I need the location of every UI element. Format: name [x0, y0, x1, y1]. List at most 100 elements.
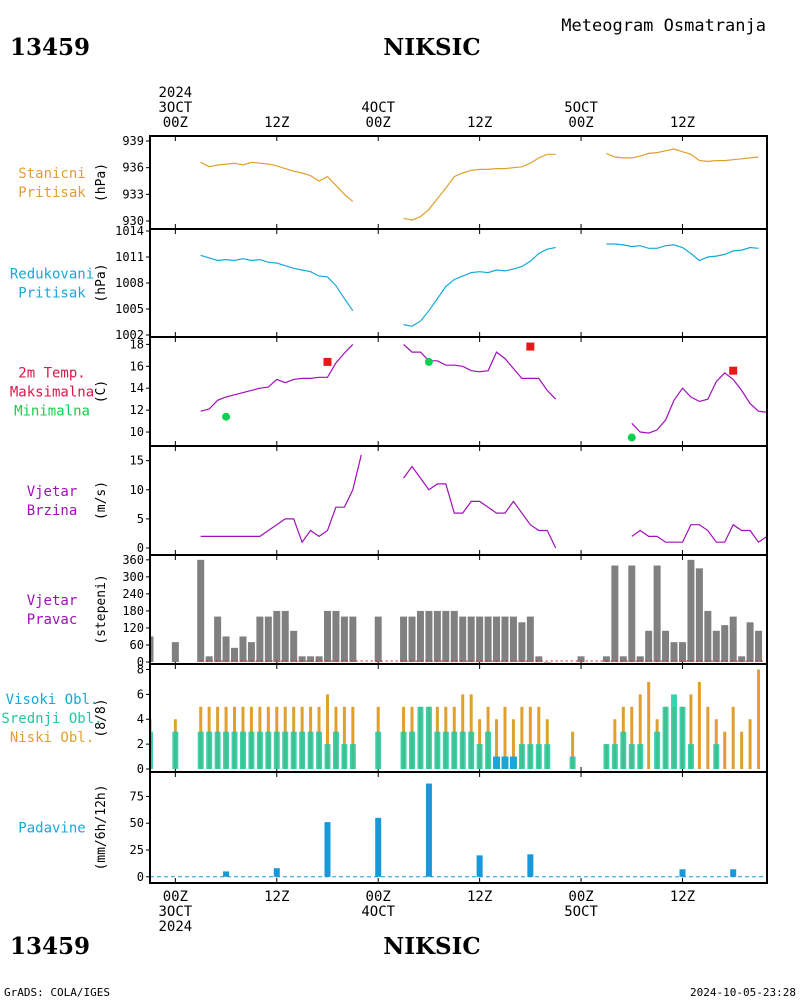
mid-cloud-bar [679, 706, 686, 769]
time-label-top: 2024 [158, 85, 192, 101]
max-temp-marker [729, 366, 738, 375]
data-bar [543, 662, 551, 663]
y-tick-label: 120 [122, 621, 144, 635]
data-bar [687, 559, 695, 662]
data-bar [712, 630, 720, 662]
y-tick-label: 936 [122, 161, 144, 175]
time-label-bottom: 4OCT [361, 904, 395, 920]
time-label-top: 12Z [264, 115, 289, 131]
data-bar [374, 616, 382, 662]
low-cloud-bar [748, 719, 752, 769]
panel-label: 2m Temp. [18, 366, 85, 382]
data-bar [501, 616, 509, 662]
data-bar [602, 656, 610, 662]
mid-cloud-bar [172, 731, 179, 769]
data-bar [273, 868, 280, 877]
panel-precipitation [146, 771, 768, 884]
high-cloud-bar [501, 756, 509, 769]
mid-cloud-bar [214, 731, 221, 769]
mid-cloud-bar [341, 744, 348, 769]
data-bar [298, 656, 306, 662]
series-line [403, 465, 557, 549]
time-label-top: 00Z [568, 115, 593, 131]
series-line [200, 254, 354, 312]
low-cloud-bar [520, 706, 524, 769]
data-bar [509, 616, 517, 662]
mid-cloud-bar [687, 744, 694, 769]
panel-clouds [146, 663, 768, 773]
y-tick-label: 6 [137, 687, 144, 701]
panel-label: Vjetar [27, 593, 78, 609]
y-tick-label: 15 [130, 454, 144, 468]
panel-station_pressure [146, 135, 768, 230]
y-tick-label: 18 [130, 337, 144, 351]
panel-series [200, 454, 767, 549]
time-label-bottom: 3OCT [158, 904, 192, 920]
data-bar [746, 622, 754, 662]
data-bar [340, 616, 348, 662]
data-bar [476, 855, 483, 877]
mid-cloud-bar [637, 744, 644, 769]
y-tick-label: 180 [122, 604, 144, 618]
data-bar [349, 616, 357, 662]
data-bar [493, 616, 501, 662]
y-tick-label: 0 [137, 541, 144, 555]
data-bar [619, 656, 627, 662]
series-line [403, 343, 557, 400]
mid-cloud-bar [417, 706, 424, 769]
mid-cloud-bar [332, 731, 339, 769]
data-bar [416, 610, 424, 662]
min-temp-marker [627, 433, 636, 442]
data-bar [205, 656, 213, 662]
y-tick-label: 75 [130, 789, 144, 803]
y-tick-label: 2 [137, 737, 144, 751]
station-id-top: 13459 [10, 34, 90, 61]
series-line [403, 153, 556, 221]
time-label-bottom: 00Z [366, 889, 391, 905]
y-axis-unit: (hPa) [94, 263, 109, 302]
mid-cloud-bar [256, 731, 263, 769]
low-cloud-bar [537, 706, 541, 769]
low-cloud-bar [647, 681, 651, 769]
low-cloud-bar [630, 706, 634, 769]
y-tick-label: 50 [130, 816, 144, 830]
data-bar [527, 854, 534, 877]
max-temp-marker [323, 357, 332, 366]
series-line [200, 343, 354, 412]
series-line [606, 243, 759, 262]
y-tick-label: 0 [137, 655, 144, 669]
data-bar [171, 642, 179, 662]
mid-cloud-bar [223, 731, 230, 769]
y-tick-label: 1011 [115, 250, 144, 264]
station-id-bottom: 13459 [10, 933, 90, 960]
mid-cloud-bar [603, 744, 610, 769]
y-tick-label: 1002 [115, 328, 144, 342]
y-axis-unit: (mm/6h/12h) [94, 784, 109, 870]
series-line [200, 161, 354, 202]
data-bar [662, 630, 670, 662]
data-bar [408, 616, 416, 662]
mid-cloud-bar [671, 694, 678, 769]
y-tick-label: 0 [137, 762, 144, 776]
mid-cloud-bar [265, 731, 272, 769]
mid-cloud-bar [442, 731, 449, 769]
y-tick-label: 4 [137, 712, 144, 726]
data-bar [653, 565, 661, 662]
data-bar [433, 610, 441, 662]
y-tick-label: 5 [137, 512, 144, 526]
mid-cloud-bar [307, 731, 314, 769]
product-title: Meteogram Osmatranja [561, 16, 766, 36]
mid-cloud-bar [485, 731, 492, 769]
data-bar [264, 616, 272, 662]
data-bar [679, 869, 686, 877]
data-bar [459, 616, 467, 662]
mid-cloud-bar [628, 744, 635, 769]
mid-cloud-bar [197, 731, 204, 769]
time-label-top: 00Z [163, 115, 188, 131]
mid-cloud-bar [290, 731, 297, 769]
station-name-bottom: NIKSIC [383, 933, 480, 960]
mid-cloud-bar [620, 731, 627, 769]
data-bar [323, 610, 331, 662]
panel-wind_speed [146, 445, 768, 556]
max-temp-marker [526, 342, 535, 351]
